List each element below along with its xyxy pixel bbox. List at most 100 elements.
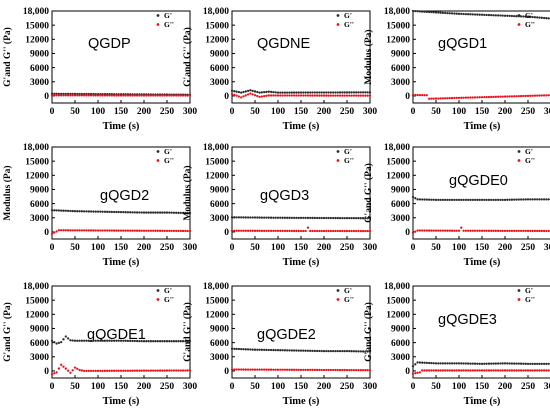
chart-9-x-axis-label: Time (s): [464, 396, 501, 407]
chart-9-data-point: [506, 362, 509, 365]
chart-7-data-point: [66, 369, 70, 372]
chart-7-data-point: [142, 340, 146, 343]
chart-3-data-point: [517, 95, 520, 98]
chart-3-data-point: [492, 14, 495, 17]
chart-6-data-point: [427, 229, 431, 232]
chart-2-data-point: [338, 94, 342, 97]
chart-3-data-point: [453, 96, 456, 100]
chart-6-data-point: [540, 229, 543, 233]
chart-6-data-point: [499, 229, 502, 232]
chart-3-data-point: [545, 94, 548, 97]
chart-5-legend-label: G'': [344, 156, 354, 165]
chart-4-data-point: [131, 211, 134, 214]
chart-8-data-point: [299, 368, 303, 372]
chart-6-data-point: [441, 229, 445, 232]
chart-2-data-point: [265, 94, 268, 97]
chart-2-data-point: [368, 91, 372, 94]
chart-8-data-point: [292, 368, 296, 371]
chart-7-y-tick-label: 6000: [30, 339, 49, 349]
chart-4-data-point: [69, 209, 72, 213]
chart-6-data-point: [418, 229, 422, 232]
chart-3-data-point: [478, 96, 481, 99]
chart-5-data-point: [235, 216, 238, 219]
chart-2-data-point: [283, 94, 287, 97]
chart-3-data-point: [414, 9, 417, 13]
chart-5-data-point: [297, 216, 300, 220]
chart-6-data-point: [496, 198, 500, 201]
chart-6-data-point: [444, 229, 447, 232]
chart-8-data-point: [318, 368, 321, 372]
chart-6-data-point: [448, 229, 451, 232]
chart-9-data-point: [448, 362, 451, 365]
chart-2-x-tick-label: 200: [317, 107, 332, 117]
chart-4-data-point: [94, 210, 97, 213]
chart-1-data-point: [188, 94, 192, 97]
chart-2-data-point: [315, 94, 319, 97]
chart-9-data-point: [469, 369, 472, 372]
chart-4-data-point: [184, 211, 187, 215]
chart-1-y-tick-label: 18,000: [23, 7, 49, 17]
chart-9-data-point: [510, 362, 514, 365]
chart-7-data-point: [92, 339, 95, 342]
chart-3-series-g-prime: [411, 9, 550, 20]
chart-2-data-point: [286, 94, 289, 97]
chart-9-data-point: [469, 362, 472, 365]
chart-2-data-point: [265, 90, 268, 94]
chart-3-data-point: [503, 95, 507, 98]
chart-5-data-point: [352, 217, 356, 220]
chart-1-data-point: [50, 94, 54, 97]
chart-6-data-point: [427, 198, 431, 201]
chart-4-data-point: [119, 210, 123, 214]
chart-4-data-point: [158, 229, 162, 232]
chart-6-x-tick-label: 150: [475, 243, 490, 253]
chart-4-data-point: [149, 229, 153, 232]
chart-5-data-point: [332, 229, 335, 233]
chart-8-data-point: [235, 368, 238, 371]
chart-1-y-tick-label: 9000: [30, 50, 49, 60]
chart-6-x-tick-label: 0: [411, 243, 416, 253]
chart-7-data-point: [172, 369, 176, 372]
chart-6-data-point: [414, 197, 417, 200]
chart-5-data-point: [274, 216, 277, 219]
chart-5-data-point: [269, 229, 273, 233]
chart-6-y-tick-label: 3000: [391, 214, 410, 224]
chart-7-data-point: [188, 369, 192, 372]
chart-5-data-point: [306, 226, 310, 229]
chart-2-data-point: [327, 91, 330, 94]
chart-5-data-point: [311, 229, 314, 233]
chart-2-data-point: [325, 94, 328, 97]
chart-6-y-tick-label: 9000: [391, 186, 410, 196]
chart-4-data-point: [50, 209, 54, 212]
chart-4-data-point: [101, 210, 104, 213]
chart-7-data-point: [99, 339, 102, 342]
chart-2-data-point: [258, 91, 261, 94]
chart-1-legend-label: G'': [164, 20, 174, 29]
chart-5-data-point: [302, 229, 305, 233]
chart-9-data-point: [444, 362, 447, 365]
chart-4-x-tick-label: 100: [91, 243, 106, 253]
chart-8-data-point: [325, 368, 328, 372]
chart-1-x-tick-label: 300: [183, 107, 198, 117]
chart-7-x-tick-label: 200: [137, 382, 152, 392]
chart-6-data-point: [457, 229, 461, 232]
chart-9-data-point: [483, 362, 486, 365]
chart-2-data-point: [320, 94, 323, 97]
chart-6-data-point: [538, 198, 541, 201]
chart-1-data-point: [149, 94, 153, 97]
chart-2-data-point: [246, 89, 250, 93]
chart-9-data-point: [444, 369, 447, 372]
chart-8-data-point: [299, 349, 303, 352]
chart-7-y-axis-label: G'and G'' (Pa): [2, 302, 13, 362]
chart-4-x-tick-label: 200: [137, 243, 152, 253]
chart-4-data-point: [96, 229, 100, 232]
chart-2-data-point: [334, 91, 337, 94]
chart-9-data-point: [499, 362, 502, 365]
chart-5-data-point: [304, 216, 307, 220]
chart-9-data-point: [432, 362, 435, 365]
chart-6-data-point: [437, 198, 440, 201]
chart-5-data-point: [338, 229, 342, 233]
chart-4-data-point: [140, 229, 143, 232]
chart-6-data-point: [542, 229, 546, 233]
chart-9-data-point: [464, 362, 468, 365]
chart-2-data-point: [350, 94, 353, 97]
